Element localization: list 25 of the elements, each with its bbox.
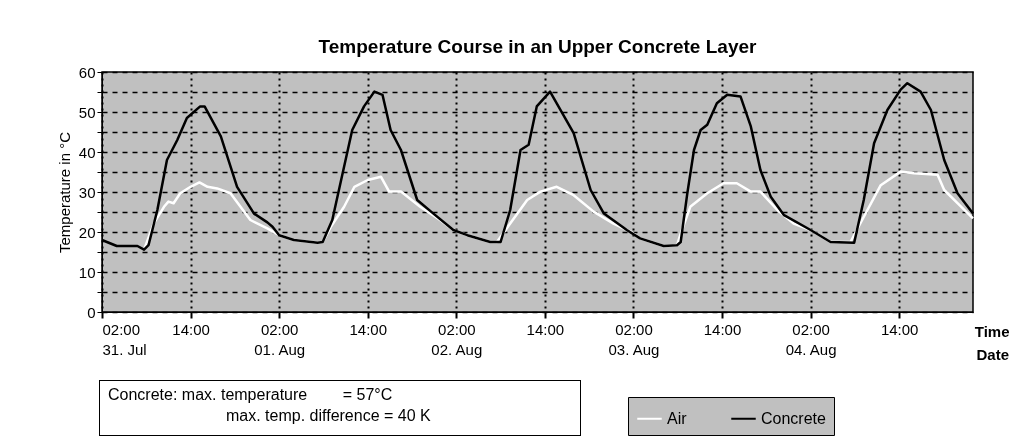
chart-title: Temperature Course in an Upper Concrete Layer [318,36,758,57]
x-tick-label: 14:00 [526,320,565,338]
x-tick-label: 02:00 03. Aug [608,320,660,358]
y-tick-label: 60 [78,63,96,81]
x-axis-title: Time [974,322,1010,340]
y-tick-label: 30 [78,183,96,201]
y-axis-title: Temperature in °C [55,131,73,254]
legend-label: Air [667,409,688,427]
x-tick-label: 14:00 [880,320,919,338]
text: Date [976,346,1009,363]
x-tick-label: 14:00 [349,320,387,338]
y-tick-label: 10 [78,263,96,281]
y-tick-label: 50 [78,103,96,121]
text: max. temp. difference = 40 K [225,406,432,426]
y-tick-label: 40 [78,143,96,161]
y-tick-label: 0 [87,303,96,321]
x-tick-label: 02:00 02. Aug [431,320,483,358]
x-tick-label: 14:00 [703,320,742,338]
legend-label: Concrete [761,409,827,427]
x-tick-label: 02:00 31. Jul [102,320,147,358]
x-tick-label: 14:00 [172,320,210,338]
y-tick-label: 20 [78,223,96,241]
text: Concrete: max. temperature = 57°C [108,385,394,405]
x-tick-label: 02:00 01. Aug [254,320,306,358]
x-tick-label: 02:00 04. Aug [785,320,837,358]
